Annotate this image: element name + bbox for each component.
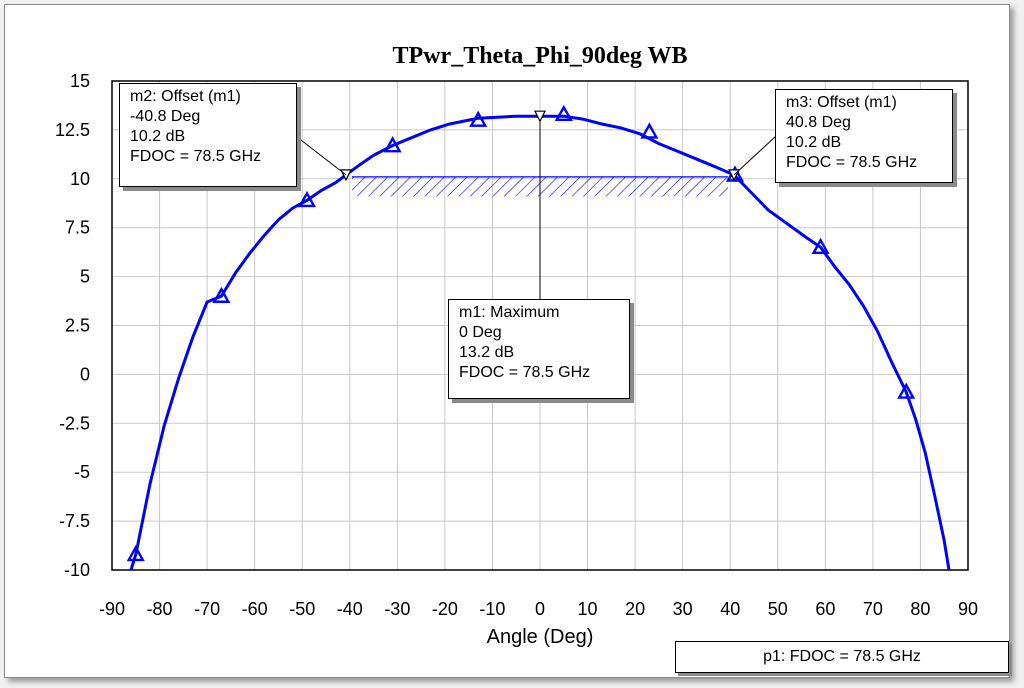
x-tick-label: 50 xyxy=(768,599,788,619)
x-tick-label: -80 xyxy=(147,599,173,619)
marker-m2-line-3: FDOC = 78.5 GHz xyxy=(130,148,262,165)
trace-triangle-marker xyxy=(640,122,659,139)
leader-m3 xyxy=(733,136,776,176)
marker-box-m2[interactable]: m2: Offset (m1) -40.8 Deg 10.2 dB FDOC = 78… xyxy=(119,83,297,187)
marker-m1-line-2: 13.2 dB xyxy=(459,344,515,361)
x-tick-label: -30 xyxy=(384,599,410,619)
y-tick-label: 12.5 xyxy=(55,120,90,140)
marker-m3-line-2: 10.2 dB xyxy=(786,134,842,151)
marker-m1-point xyxy=(534,110,546,123)
marker-m2-line-1: -40.8 Deg xyxy=(130,108,201,125)
trace-triangle-marker xyxy=(811,237,830,255)
chart-window: TPwr_Theta_Phi_90deg WB -90 -80 -70 -60 -50-… xyxy=(4,4,1010,678)
x-tick-label: 10 xyxy=(578,599,598,619)
marker-m3-line-3: FDOC = 78.5 GHz xyxy=(786,154,918,171)
y-tick-label: 0 xyxy=(80,364,90,384)
plot-frame xyxy=(111,80,969,571)
x-tick-labels: -90 -80 -70 -60 -50 -40 -30 -20 -10 0 10 20 30 40 50 60… xyxy=(99,599,978,619)
legend-box[interactable]: p1: FDOC = 78.5 GHz xyxy=(675,641,1009,673)
x-tick-label: 40 xyxy=(720,599,740,619)
x-axis-title: Angle (Deg) xyxy=(487,626,594,648)
y-tick-label: -7.5 xyxy=(59,511,90,531)
trace-triangle-marker xyxy=(554,104,573,122)
trace-triangle-marker xyxy=(126,544,145,562)
x-tick-label: -20 xyxy=(432,599,458,619)
x-tick-label: -50 xyxy=(289,599,315,619)
x-tick-label: -70 xyxy=(194,599,220,619)
x-tick-label: -10 xyxy=(479,599,505,619)
x-tick-label: -60 xyxy=(242,599,268,619)
y-tick-label: 7.5 xyxy=(65,218,90,238)
marker-m1-line-3: FDOC = 78.5 GHz xyxy=(459,364,591,381)
trace-triangle-marker xyxy=(212,286,231,303)
marker-m2-line-2: 10.2 dB xyxy=(130,128,186,145)
x-tick-label: 90 xyxy=(958,599,978,619)
trace-triangle-marker xyxy=(297,190,317,208)
y-tick-label: -10 xyxy=(64,560,90,580)
y-tick-label: 10 xyxy=(70,169,90,189)
chart-title: TPwr_Theta_Phi_90deg WB xyxy=(393,43,688,69)
series-line xyxy=(129,114,951,571)
x-tick-label: 0 xyxy=(535,599,545,619)
y-tick-label: -5 xyxy=(74,462,90,482)
marker-m3-line-0: m3: Offset (m1) xyxy=(786,94,897,111)
y-tick-label: 2.5 xyxy=(65,316,90,336)
marker-m3-line-1: 40.8 Deg xyxy=(786,114,851,131)
x-tick-label: -40 xyxy=(337,599,363,619)
trace-triangle-marker xyxy=(383,136,402,153)
marker-m1-line-1: 0 Deg xyxy=(459,324,502,341)
marker-box-m3[interactable]: m3: Offset (m1) 40.8 Deg 10.2 dB FDOC = 78.… xyxy=(775,89,953,183)
x-tick-label: 60 xyxy=(815,599,835,619)
x-tick-label: 20 xyxy=(625,599,645,619)
series-layer xyxy=(126,104,951,571)
x-tick-label: 30 xyxy=(673,599,693,619)
leader-m2 xyxy=(296,136,347,176)
leader-lines xyxy=(296,121,776,299)
marker-m2-line-0: m2: Offset (m1) xyxy=(130,88,241,105)
y-tick-labels: 15 12.5 10 7.5 5 2.5 0 -2.5 -5 -7.5 -10 xyxy=(55,71,90,580)
marker-m1-line-0: m1: Maximum xyxy=(459,304,560,321)
y-tick-label: 5 xyxy=(80,267,90,287)
x-tick-label: 80 xyxy=(910,599,930,619)
x-tick-label: -90 xyxy=(99,599,125,619)
legend-label: p1: FDOC = 78.5 GHz xyxy=(763,648,921,665)
y-tick-label: -2.5 xyxy=(59,413,90,433)
y-tick-label: 15 xyxy=(70,71,90,91)
trace-triangle-marker xyxy=(469,110,488,127)
trace-triangle-marker xyxy=(897,382,916,399)
marker-box-m1[interactable]: m1: Maximum 0 Deg 13.2 dB FDOC = 78.5 GHz xyxy=(448,299,630,399)
x-tick-label: 70 xyxy=(863,599,883,619)
